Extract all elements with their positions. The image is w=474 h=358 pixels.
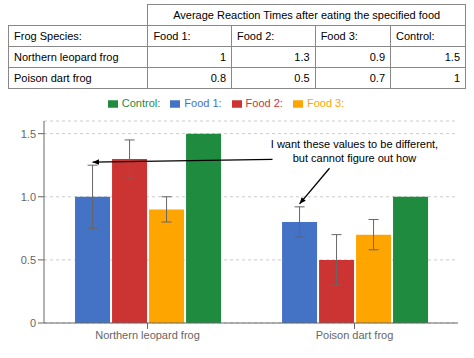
html-text:Food 2:: Food 2:	[237, 30, 275, 42]
svg-text:I want these values to be diff: I want these values to be different,but …	[271, 138, 438, 164]
html-text:1.3: 1.3	[294, 51, 310, 63]
html-text:Average Reaction Times after e: Average Reaction Times after eating the …	[173, 9, 441, 21]
html-text:Food 1:: Food 1:	[184, 97, 222, 109]
html-text:1: 1	[219, 51, 226, 63]
svg-text:Poison dart frog: Poison dart frog	[316, 329, 394, 341]
html-text:Northern leopard frog: Northern leopard frog	[14, 51, 119, 63]
html-text:Food 3:: Food 3:	[320, 30, 358, 42]
html-text:0.7: 0.7	[369, 72, 385, 84]
svg-text:1.0: 1.0	[21, 191, 36, 203]
html-text:Food 3:: Food 3:	[306, 97, 345, 109]
svg-text:0.5: 0.5	[21, 254, 36, 266]
html-text:0.8: 0.8	[210, 72, 226, 84]
html-text:Food 2:: Food 2:	[245, 97, 283, 109]
html-text:1: 1	[453, 72, 460, 84]
html-text:Control:: Control:	[121, 97, 161, 109]
html-text:Poison dart frog: Poison dart frog	[14, 72, 92, 84]
html-text:0.5: 0.5	[294, 72, 310, 84]
svg-text:1.5: 1.5	[21, 128, 36, 140]
html-text:Food 1:: Food 1:	[153, 30, 191, 42]
html-text:1.5: 1.5	[444, 51, 460, 63]
svg-text:0: 0	[30, 317, 36, 329]
html-text:Frog Species:: Frog Species:	[14, 30, 82, 42]
html-text:0.9: 0.9	[369, 51, 385, 63]
html-text:Control:: Control:	[396, 30, 435, 42]
svg-text:Northern leopard frog: Northern leopard frog	[95, 329, 200, 341]
